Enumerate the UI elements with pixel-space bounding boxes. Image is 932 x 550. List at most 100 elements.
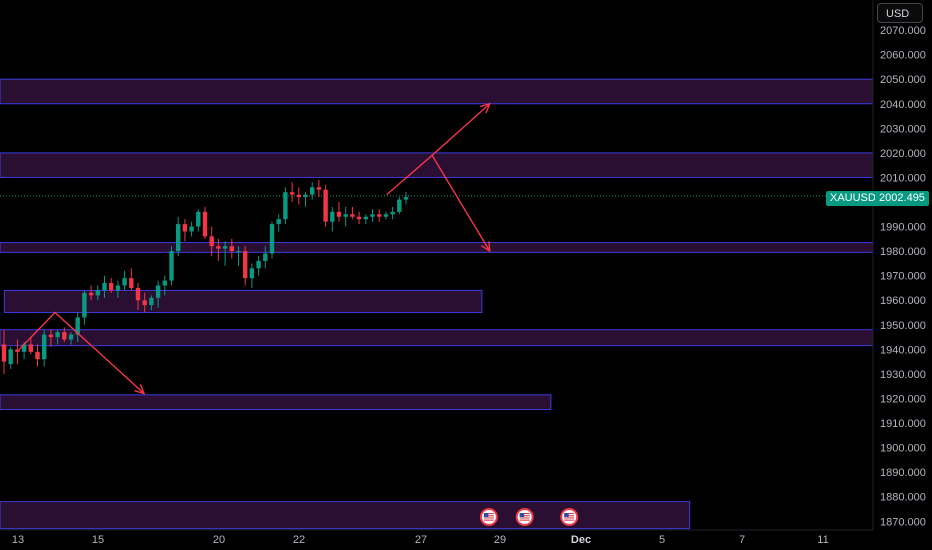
candle-body	[122, 278, 127, 286]
candle-body	[202, 211, 208, 237]
price-tick-label: 1910.000	[880, 418, 926, 430]
candle-body	[15, 349, 20, 352]
price-tick-label: 1960.000	[880, 295, 926, 307]
candle-body	[397, 199, 402, 212]
candle-body	[1, 344, 7, 362]
price-tick-label: 1890.000	[880, 467, 926, 479]
candle-body	[162, 280, 167, 286]
candle-body	[28, 344, 33, 352]
price-tick-label: 1940.000	[880, 344, 926, 356]
candle-body	[102, 283, 107, 291]
flag-stripe	[483, 519, 494, 521]
last-price-tag: 2002.495	[875, 191, 929, 206]
candle-body	[283, 192, 288, 220]
candle-body	[75, 317, 80, 335]
candle-body	[343, 214, 348, 217]
candle-body	[155, 285, 161, 298]
price-tick-label: 2010.000	[880, 172, 926, 184]
candle-body	[129, 278, 134, 288]
candle-body	[356, 216, 362, 220]
candles-layer	[1, 179, 409, 374]
price-tick-label: 2040.000	[880, 99, 926, 111]
flag-stripe	[519, 513, 530, 515]
us-flag-event-icon[interactable]	[515, 508, 534, 526]
candle-body	[62, 332, 67, 340]
candle-body	[88, 292, 94, 296]
candle-body	[236, 251, 241, 253]
date-tick-label: 15	[92, 534, 104, 546]
date-tick-label: Dec	[571, 534, 591, 546]
candle-body	[276, 219, 281, 225]
candle-body	[256, 260, 261, 269]
candle-body	[55, 332, 60, 338]
price-tick-label: 1950.000	[880, 320, 926, 332]
price-tick-label: 1900.000	[880, 443, 926, 455]
us-flag-event-icon[interactable]	[479, 508, 498, 526]
candle-body	[350, 214, 355, 217]
candle-body	[370, 214, 375, 217]
candle-body	[8, 349, 13, 365]
price-tick-label: 1930.000	[880, 369, 926, 381]
candle-body	[296, 194, 301, 198]
price-tick-label: 1880.000	[880, 492, 926, 504]
candle-body	[229, 246, 234, 252]
flag-stripe	[519, 517, 530, 519]
candle-body	[42, 334, 47, 360]
candle-body	[222, 246, 228, 249]
candle-body	[390, 211, 395, 215]
candle-body	[109, 283, 114, 291]
candle-body	[196, 211, 201, 227]
zone-rect	[0, 329, 874, 347]
event-marker-ring	[515, 508, 534, 526]
flag-stripe	[564, 517, 575, 519]
candle-body	[21, 344, 27, 352]
arrow-path	[18, 311, 145, 395]
price-tick-label: 1870.000	[880, 516, 926, 528]
price-tick-label: 2050.000	[880, 74, 926, 86]
candle-body	[216, 246, 221, 249]
zone-rect	[0, 501, 691, 530]
zone-rect	[0, 394, 552, 411]
candle-body	[189, 226, 194, 232]
date-tick-label: 29	[494, 534, 506, 546]
price-tick-label: 1970.000	[880, 271, 926, 283]
candle-body	[182, 224, 188, 232]
price-tick-label: 2020.000	[880, 148, 926, 160]
flag-canton	[519, 513, 525, 517]
date-tick-label: 13	[12, 534, 24, 546]
date-tick-label: 27	[415, 534, 427, 546]
zone-rect	[0, 152, 874, 178]
flag-stripe	[564, 515, 575, 517]
us-flag-event-icon[interactable]	[560, 508, 579, 526]
candle-body	[330, 211, 335, 222]
date-tick-label: 20	[213, 534, 225, 546]
date-tick-label: 22	[293, 534, 305, 546]
arrow-head	[481, 241, 491, 253]
arrow-head	[134, 384, 146, 395]
candle-body	[336, 211, 342, 217]
flag-stripe	[564, 519, 575, 521]
candle-body	[169, 251, 174, 281]
symbol-tag: XAUUSD	[826, 191, 880, 206]
candle-body	[403, 197, 409, 200]
flag-canton	[564, 513, 569, 517]
currency-button[interactable]: USD	[877, 3, 923, 23]
price-tick-label: 2060.000	[880, 50, 926, 62]
candle-body	[316, 187, 322, 190]
arrow-path	[386, 103, 491, 196]
markers-layer	[479, 508, 579, 526]
arrow-head	[479, 102, 491, 114]
price-tick-label: 2070.000	[880, 25, 926, 37]
flag-stripe	[483, 515, 494, 517]
price-axis: 2070.000 2060.000 2050.000 2040.000 2030.000…	[880, 25, 926, 528]
candle-body	[115, 285, 121, 291]
candle-body	[135, 287, 141, 301]
price-tick-label: 1920.000	[880, 393, 926, 405]
candle-body	[363, 216, 368, 220]
candle-body	[243, 251, 248, 279]
zones-layer	[0, 78, 874, 530]
candle-body	[82, 292, 87, 318]
flag-stripe	[483, 517, 494, 519]
date-tick-label: 11	[817, 534, 828, 546]
